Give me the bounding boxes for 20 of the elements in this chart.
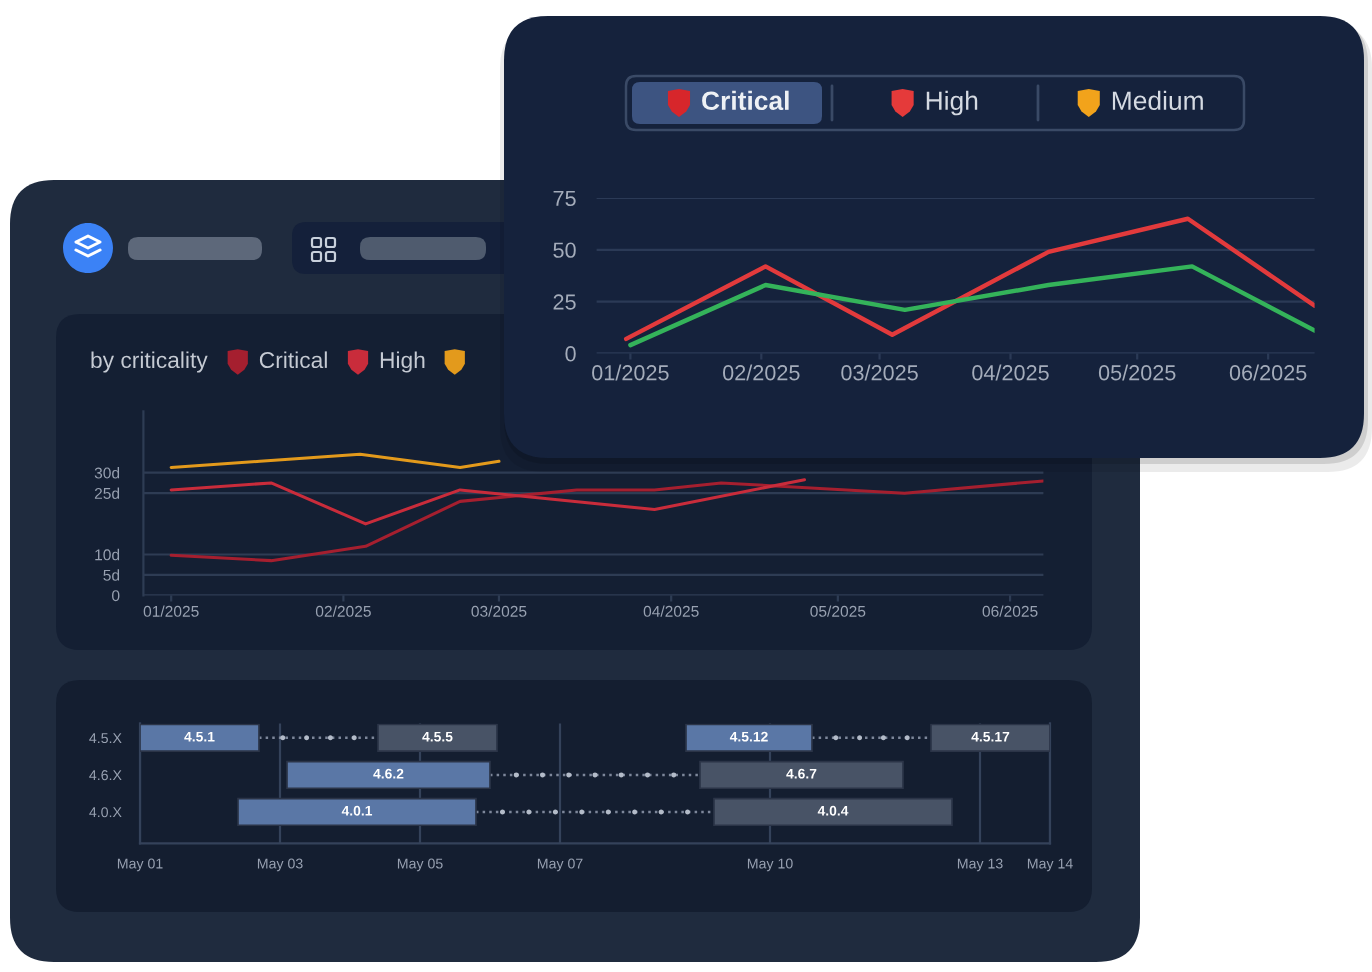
line-series <box>169 478 807 526</box>
text: Medium <box>1112 90 1203 111</box>
y-tick-label: 50 <box>553 242 576 258</box>
legend-label: High <box>380 351 425 373</box>
text: High <box>926 90 978 116</box>
x-tick-label: 02/2025 <box>723 364 800 381</box>
line-series <box>169 479 1044 563</box>
x-tick-label: 04/2025 <box>972 364 1049 381</box>
text: Critical <box>702 90 789 111</box>
x-tick-label: 01/2025 <box>592 364 669 381</box>
line-series <box>623 216 1315 342</box>
x-tick-label: 06/2025 <box>1229 364 1307 381</box>
line-series <box>628 264 1315 348</box>
x-tick-label: 05/2025 <box>1098 364 1176 381</box>
y-tick-label: 0 <box>565 346 576 362</box>
legend-title: by criticality <box>91 351 208 373</box>
y-tick-label: 75 <box>553 190 576 207</box>
x-tick-label: 03/2025 <box>841 364 918 381</box>
y-tick-label: 25 <box>553 294 576 310</box>
legend-label: Critical <box>259 351 327 369</box>
